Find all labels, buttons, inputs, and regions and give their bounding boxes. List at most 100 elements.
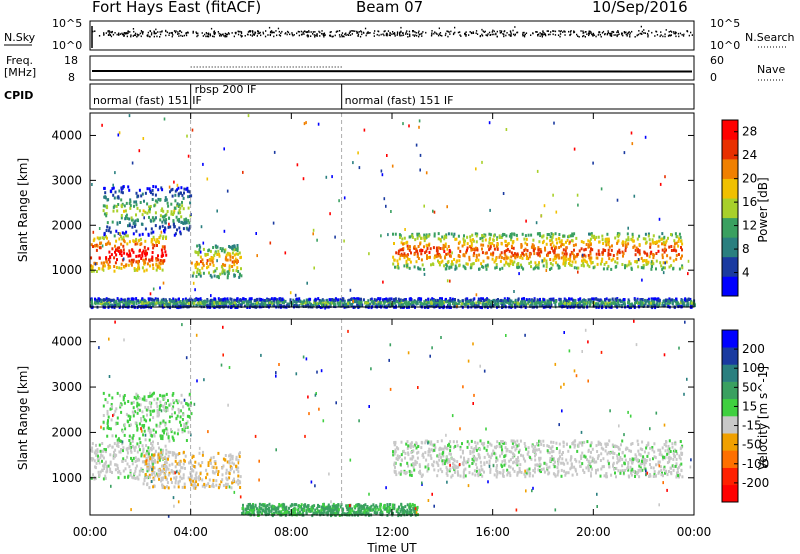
noise-point bbox=[195, 31, 197, 33]
power-scatter bbox=[380, 169, 383, 173]
power-scatter bbox=[552, 193, 554, 197]
power-cell bbox=[625, 264, 628, 268]
power-cell bbox=[598, 253, 601, 257]
power-cell bbox=[102, 237, 105, 241]
power-cell bbox=[447, 245, 450, 248]
noise-point bbox=[662, 35, 664, 38]
noise-point bbox=[454, 26, 456, 29]
velocity-cell bbox=[139, 441, 142, 445]
power-cell bbox=[592, 235, 595, 239]
power-cell bbox=[621, 263, 624, 266]
noise-point bbox=[116, 33, 118, 36]
power-cell bbox=[408, 266, 411, 270]
noise-point bbox=[540, 33, 542, 35]
power-cell bbox=[141, 213, 144, 217]
power-cell bbox=[178, 219, 181, 223]
power-cell bbox=[665, 239, 668, 243]
power-cell bbox=[590, 247, 592, 251]
power-cell bbox=[220, 301, 223, 305]
power-cell bbox=[620, 304, 623, 308]
power-cell bbox=[182, 227, 185, 231]
velocity-cell bbox=[151, 409, 154, 413]
power-cell bbox=[576, 266, 578, 270]
power-scatter bbox=[687, 259, 690, 263]
nave-label: Nave bbox=[757, 63, 785, 76]
velocity-cell bbox=[181, 428, 184, 431]
freq-panel-frame bbox=[89, 55, 695, 81]
power-cell bbox=[482, 243, 485, 247]
noise-point bbox=[153, 31, 155, 34]
noise-point bbox=[349, 34, 352, 36]
noise-point bbox=[121, 32, 123, 35]
velocity-cell bbox=[168, 420, 171, 424]
power-cell bbox=[128, 249, 131, 253]
power-cell bbox=[128, 188, 131, 192]
velocity-cell bbox=[166, 432, 169, 436]
velocity-cell bbox=[126, 446, 129, 450]
power-cell bbox=[492, 238, 495, 242]
power-cell bbox=[151, 263, 154, 267]
power-cell bbox=[495, 266, 498, 269]
power-cell bbox=[122, 248, 125, 252]
noise-point bbox=[262, 32, 265, 35]
power-cell bbox=[172, 211, 175, 215]
power-cell bbox=[247, 300, 249, 304]
velocity-cell bbox=[136, 442, 139, 446]
power-cell bbox=[508, 234, 511, 238]
power-cell bbox=[319, 301, 322, 305]
noise-point bbox=[439, 34, 442, 37]
power-cell bbox=[544, 246, 546, 250]
power-cell bbox=[505, 260, 508, 264]
noise-point bbox=[399, 34, 401, 37]
power-cell bbox=[480, 243, 483, 247]
power-cell bbox=[149, 207, 151, 211]
velocity-cell bbox=[134, 460, 137, 463]
power-cell bbox=[600, 260, 603, 263]
power-cell bbox=[527, 301, 530, 305]
power-cell bbox=[194, 262, 197, 266]
noise-point bbox=[431, 33, 433, 36]
power-cell bbox=[185, 299, 188, 303]
velocity-cell bbox=[140, 417, 142, 420]
power-cell bbox=[437, 237, 440, 241]
power-cell bbox=[512, 263, 515, 266]
power-cell bbox=[263, 302, 265, 306]
velocity-cell bbox=[144, 476, 146, 480]
noise-point bbox=[600, 35, 602, 38]
colorbar-band bbox=[722, 198, 738, 219]
velocity-cell bbox=[180, 393, 183, 397]
noise-point bbox=[308, 30, 310, 32]
power-cell bbox=[472, 302, 475, 306]
noise-point bbox=[418, 30, 420, 33]
power-cell bbox=[400, 252, 403, 256]
power-cell bbox=[569, 255, 572, 259]
velocity-cell bbox=[135, 424, 138, 428]
power-cell bbox=[233, 298, 236, 302]
power-cell bbox=[362, 298, 365, 302]
power-cell bbox=[245, 299, 248, 303]
power-cell bbox=[397, 301, 400, 305]
colorbar-band bbox=[722, 178, 738, 199]
power-cell bbox=[137, 299, 139, 303]
power-cell bbox=[196, 301, 199, 305]
power-cell bbox=[562, 262, 565, 266]
power-cell bbox=[131, 258, 133, 262]
noise-point bbox=[351, 30, 353, 32]
velocity-cell bbox=[175, 399, 178, 403]
velocity-cell bbox=[161, 394, 164, 398]
power-scatter bbox=[317, 122, 320, 126]
power-cell bbox=[375, 303, 378, 307]
power-cell bbox=[160, 248, 163, 252]
power-cell bbox=[199, 255, 202, 259]
velocity-cell bbox=[129, 442, 132, 446]
velocity-cell bbox=[128, 446, 131, 450]
noise-point bbox=[647, 35, 649, 38]
power-cell bbox=[476, 232, 479, 236]
noise-point bbox=[664, 33, 666, 35]
noise-point bbox=[386, 34, 388, 37]
noise-point bbox=[257, 30, 259, 32]
power-cell bbox=[481, 265, 484, 268]
power-cell bbox=[589, 256, 592, 260]
power-cell bbox=[185, 217, 188, 221]
noise-point bbox=[452, 33, 455, 36]
